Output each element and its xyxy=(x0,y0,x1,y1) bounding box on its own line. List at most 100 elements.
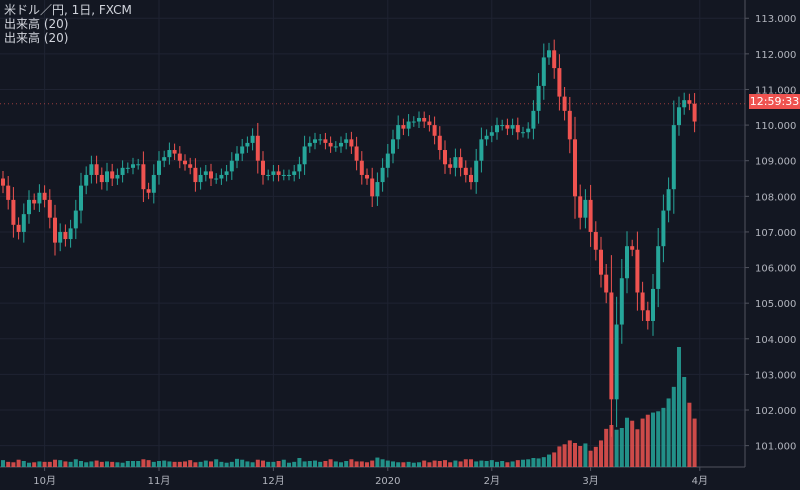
candle-body xyxy=(125,167,130,169)
candle-body xyxy=(177,153,182,161)
candle-body xyxy=(489,132,494,136)
candle-body xyxy=(609,292,614,400)
y-tick-label: 107.000 xyxy=(755,228,796,239)
candle-body xyxy=(552,50,557,69)
candle-body xyxy=(427,121,432,126)
volume-bar xyxy=(380,459,385,467)
last-price-badge: 12:59:33 xyxy=(749,94,800,109)
volume-bar xyxy=(583,443,588,467)
volume-bar xyxy=(375,457,380,467)
candle-body xyxy=(692,103,697,122)
candle-body xyxy=(625,246,629,279)
volume-bar xyxy=(183,461,187,467)
candle-body xyxy=(21,214,26,232)
x-tick-label: 2月 xyxy=(484,475,500,487)
volume-bar xyxy=(573,443,577,467)
candle-body xyxy=(151,174,156,193)
volume-bar xyxy=(84,462,89,467)
volume-bar xyxy=(599,440,603,467)
volume-bar xyxy=(219,461,224,467)
candle-body xyxy=(573,139,577,197)
candle-body xyxy=(484,135,489,140)
candle-body xyxy=(541,57,546,86)
volume-bar xyxy=(515,460,520,467)
volume-bar xyxy=(250,462,255,467)
volume-bar xyxy=(281,459,286,467)
candle-body xyxy=(281,174,286,176)
candle-body xyxy=(58,231,63,243)
volume-bar xyxy=(453,460,458,467)
volume-bar xyxy=(339,462,343,467)
volume-bar xyxy=(68,461,73,467)
volume-bar xyxy=(136,461,141,467)
candle-body xyxy=(515,125,520,133)
volume-bar xyxy=(359,461,364,467)
volume-bar xyxy=(328,459,333,467)
candle-body xyxy=(99,174,104,183)
volume-bar xyxy=(58,460,63,467)
volume-bar xyxy=(547,454,551,467)
volume-bar xyxy=(661,407,666,467)
candle-body xyxy=(120,167,125,175)
candle-body xyxy=(593,231,598,250)
volume-bar xyxy=(73,459,78,467)
candle-body xyxy=(500,125,505,127)
candle-body xyxy=(604,274,609,293)
candle-body xyxy=(406,121,411,129)
symbol-title: 米ドル／円, 1日, FXCM xyxy=(4,3,132,17)
candle-body xyxy=(614,324,619,400)
volume-bar xyxy=(193,462,198,467)
candle-body xyxy=(521,132,525,134)
volume-bar xyxy=(27,462,31,467)
candle-body xyxy=(344,139,349,143)
volume-bar xyxy=(370,460,375,467)
volume-bar xyxy=(333,461,338,467)
candle-body xyxy=(1,178,5,186)
volume-bar xyxy=(318,461,323,467)
candle-body xyxy=(411,121,416,123)
volume-bar xyxy=(489,460,494,467)
candle-body xyxy=(536,85,541,111)
volume-bar xyxy=(240,459,245,467)
volume-bar xyxy=(500,461,505,467)
volume-bar xyxy=(110,461,115,467)
volume-bar xyxy=(552,452,557,467)
candle-body xyxy=(396,125,401,140)
volume-bar xyxy=(287,462,291,467)
volume-bar xyxy=(531,458,536,467)
volume-bar xyxy=(614,429,619,467)
candle-body xyxy=(162,157,167,161)
candle-body xyxy=(391,139,395,154)
volume-bar xyxy=(125,461,130,467)
volume-bar xyxy=(53,459,57,467)
candle-body xyxy=(73,210,78,229)
candle-body xyxy=(47,199,52,218)
volume-bar xyxy=(463,459,468,467)
x-tick-label: 3月 xyxy=(582,475,598,487)
volume-bar xyxy=(245,461,250,467)
candle-body xyxy=(214,178,219,180)
candle-body xyxy=(354,146,359,161)
candle-body xyxy=(505,125,510,129)
candle-body xyxy=(68,228,73,240)
candle-body xyxy=(469,174,473,183)
volume-bar xyxy=(99,461,104,467)
volume-legend-1: 出来高 (20) xyxy=(4,17,69,31)
volume-bar xyxy=(432,460,437,467)
y-tick-label: 105.000 xyxy=(755,299,796,310)
volume-bar xyxy=(16,459,21,467)
candle-body xyxy=(401,125,406,129)
volume-legend-2: 出来高 (20) xyxy=(4,31,69,45)
volume-bar xyxy=(692,418,697,467)
candle-body xyxy=(255,135,260,161)
volume-bar xyxy=(401,462,406,467)
volume-bar xyxy=(354,461,359,467)
volume-bar xyxy=(209,461,213,467)
volume-bar xyxy=(406,461,411,467)
volume-bar xyxy=(536,458,541,467)
candle-body xyxy=(302,146,307,165)
y-tick-label: 108.000 xyxy=(755,192,796,203)
candle-body xyxy=(219,174,224,179)
volume-bar xyxy=(198,461,203,467)
